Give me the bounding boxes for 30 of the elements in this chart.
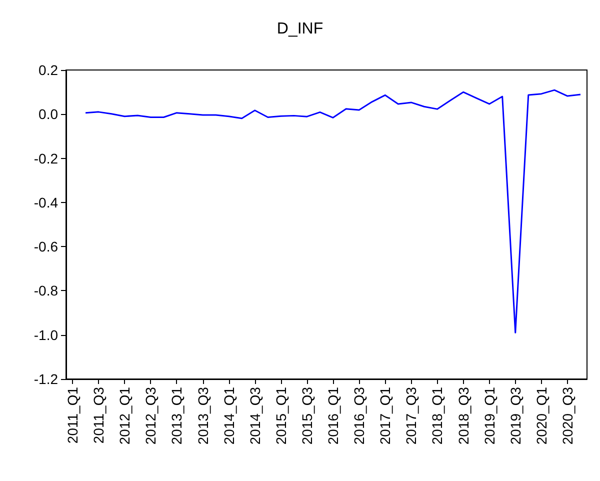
x-tick-label: 2017_Q1: [377, 386, 394, 445]
x-tick-label: 2019_Q1: [481, 386, 498, 445]
y-tick-label: -0.2: [34, 150, 58, 166]
x-tick-label: 2012_Q3: [142, 386, 159, 445]
y-tick-label: -1.0: [34, 326, 58, 343]
x-tick-label: 2018_Q3: [455, 386, 472, 445]
y-tick-label: -1.2: [34, 371, 58, 387]
x-tick-label: 2011_Q1: [64, 386, 81, 444]
y-tick-label: 0.2: [38, 62, 58, 78]
x-tick-label: 2019_Q3: [507, 386, 524, 445]
x-tick-label: 2020_Q1: [533, 386, 550, 445]
y-tick-label: -0.4: [34, 194, 58, 210]
x-tick-label: 2011_Q3: [90, 386, 107, 444]
y-tick-label: -0.8: [34, 282, 58, 299]
line-series: [84, 89, 582, 334]
y-tick-label: -0.6: [34, 238, 58, 255]
x-tick-label: 2016_Q3: [351, 386, 368, 445]
x-tick-label: 2015_Q1: [272, 386, 289, 445]
x-tick-label: 2013_Q3: [194, 386, 211, 445]
y-tick-label: 0.0: [38, 106, 58, 122]
x-tick-label: 2020_Q3: [559, 386, 576, 445]
x-tick-label: 2013_Q1: [168, 386, 185, 445]
chart-title: D_INF: [276, 20, 324, 38]
x-tick-label: 2018_Q1: [429, 386, 446, 445]
x-tick-label: 2016_Q1: [325, 386, 342, 445]
x-tick-label: 2017_Q3: [403, 386, 420, 445]
x-tick-label: 2014_Q3: [246, 386, 263, 445]
x-tick-label: 2015_Q3: [298, 386, 315, 445]
x-tick-label: 2012_Q1: [116, 386, 133, 445]
x-tick-label: 2014_Q1: [220, 386, 237, 445]
